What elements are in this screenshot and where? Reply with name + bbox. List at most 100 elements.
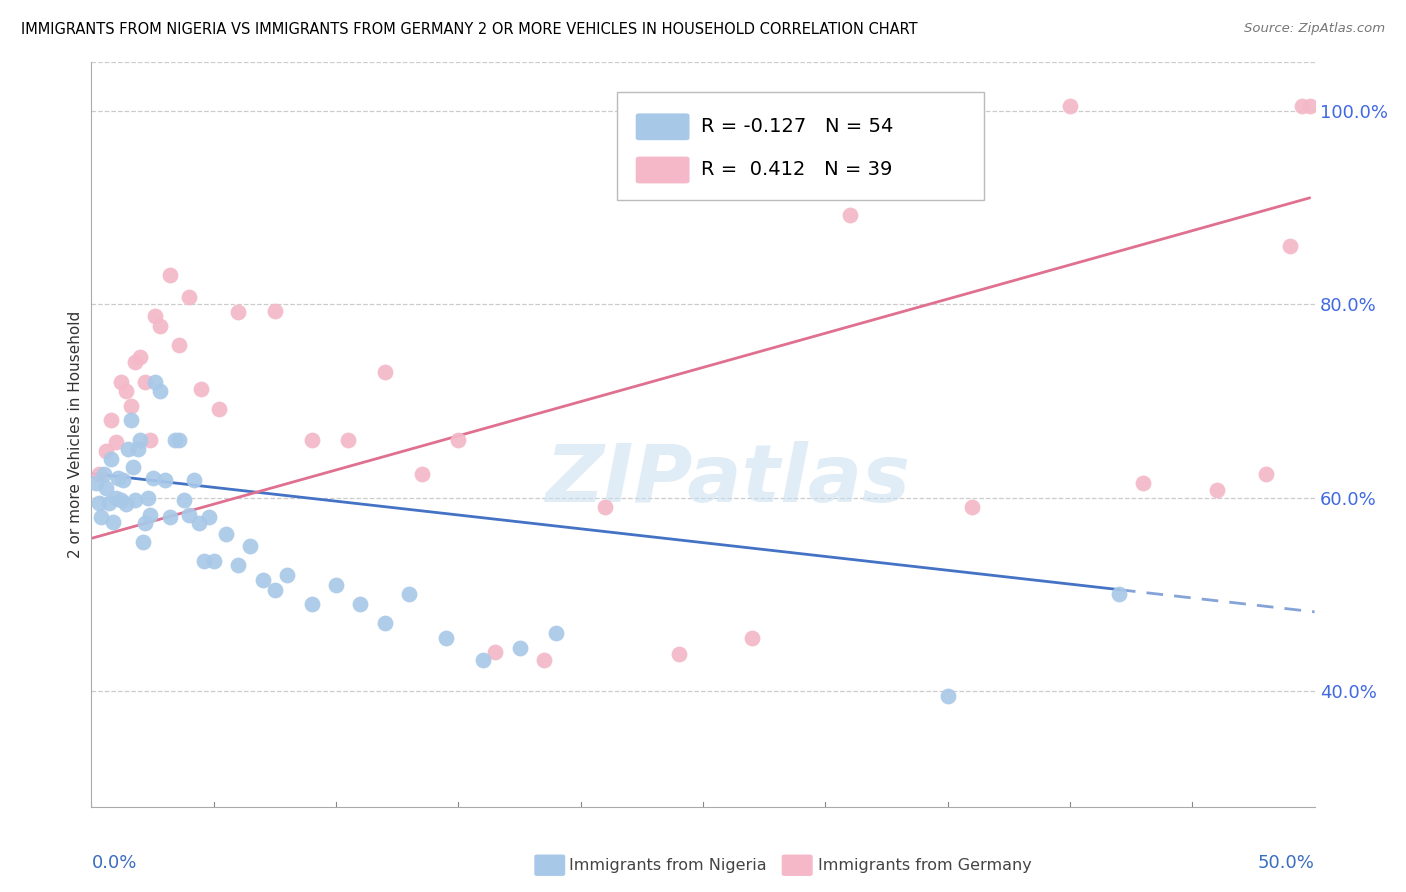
Point [252,573,274,587]
Point [183,473,205,487]
Point [104,491,127,505]
Point [112,473,135,487]
Point [124,492,146,507]
Point [153,473,176,487]
Point [149,318,172,333]
Text: 50.0%: 50.0% [1258,854,1315,871]
Point [84,476,107,491]
Point [110,375,132,389]
Point [169,338,191,352]
Point [838,208,860,222]
Point [122,459,145,474]
Point [159,268,181,283]
Point [1299,99,1322,113]
Point [239,539,262,553]
Point [114,384,136,399]
Point [374,365,396,379]
Point [226,305,249,319]
Point [120,399,142,413]
Point [149,384,172,399]
Point [215,527,238,541]
Point [484,645,506,659]
Point [593,500,616,515]
FancyBboxPatch shape [636,157,689,184]
Point [1205,483,1227,497]
Text: IMMIGRANTS FROM NIGERIA VS IMMIGRANTS FROM GERMANY 2 OR MORE VEHICLES IN HOUSEHO: IMMIGRANTS FROM NIGERIA VS IMMIGRANTS FR… [21,22,918,37]
Point [741,631,763,645]
Point [104,434,127,449]
Text: R =  0.412   N = 39: R = 0.412 N = 39 [700,161,891,179]
Point [143,309,166,323]
Y-axis label: 2 or more Vehicles in Household: 2 or more Vehicles in Household [67,311,83,558]
Point [103,515,125,529]
Point [179,508,201,523]
Point [134,516,156,530]
Point [87,467,110,481]
Point [179,289,201,303]
Point [124,355,146,369]
Point [163,433,186,447]
Point [107,471,129,485]
Point [337,433,360,447]
Point [207,401,229,416]
Point [349,597,371,611]
Point [100,452,122,467]
Point [198,510,221,524]
Point [1279,239,1302,253]
FancyBboxPatch shape [617,92,984,200]
Point [127,442,149,457]
Point [960,500,983,515]
Text: Source: ZipAtlas.com: Source: ZipAtlas.com [1244,22,1385,36]
Point [202,553,225,567]
Point [132,535,155,549]
Point [93,467,115,481]
Point [301,433,323,447]
Point [117,442,139,457]
Point [136,491,159,505]
Point [129,433,152,447]
Point [134,375,156,389]
Point [173,492,195,507]
Text: ZIPatlas: ZIPatlas [546,441,910,518]
Point [264,304,287,318]
Point [325,578,347,592]
Point [120,413,142,427]
Point [193,553,215,567]
Point [190,383,212,397]
Point [276,568,298,582]
Text: R = -0.127   N = 54: R = -0.127 N = 54 [700,117,893,136]
Point [471,653,494,667]
Text: Immigrants from Germany: Immigrants from Germany [818,858,1032,872]
Point [546,626,568,640]
Point [411,467,433,481]
Point [114,496,136,510]
Point [533,653,555,667]
Point [264,582,287,597]
Point [143,375,166,389]
Point [87,495,110,509]
Point [94,481,117,495]
Point [188,516,211,530]
Point [141,471,163,485]
Point [398,587,420,601]
Point [100,413,122,427]
Point [509,640,531,655]
Point [110,492,132,507]
Point [129,351,152,365]
Point [447,433,470,447]
Point [226,558,249,573]
Point [434,631,457,645]
Point [1108,587,1130,601]
Text: 0.0%: 0.0% [91,854,136,871]
Text: Immigrants from Nigeria: Immigrants from Nigeria [569,858,768,872]
Point [90,510,112,524]
FancyBboxPatch shape [636,113,689,140]
Point [159,510,181,524]
Point [169,433,191,447]
Point [374,616,396,631]
Point [1132,476,1154,491]
Point [668,648,690,662]
Point [139,433,162,447]
Point [301,597,323,611]
Point [139,508,162,523]
